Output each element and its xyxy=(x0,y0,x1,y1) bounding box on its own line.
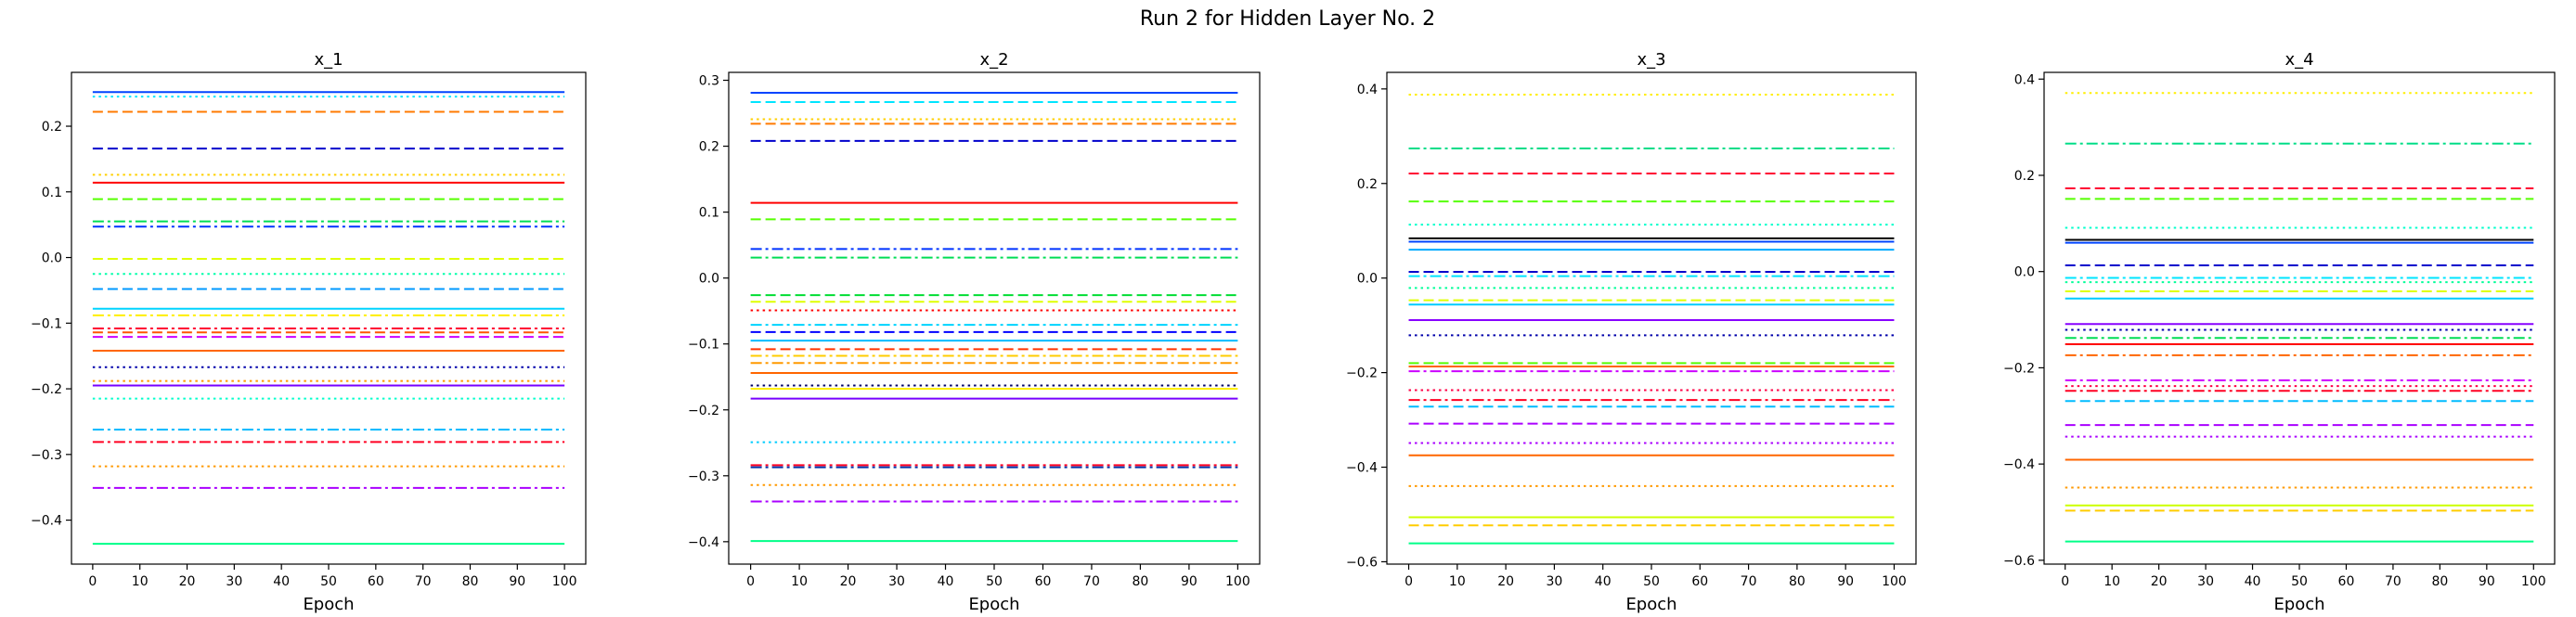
y-tick-label: 0.2 xyxy=(699,140,719,155)
y-tick-label: −0.2 xyxy=(31,382,62,397)
y-tick-label: −0.3 xyxy=(688,469,719,484)
x-tick-label: 40 xyxy=(1595,574,1612,589)
y-tick-label: 0.2 xyxy=(1357,177,1378,192)
panel-title: x_3 xyxy=(1637,50,1665,70)
x-axis-label: Epoch xyxy=(303,595,354,614)
y-tick-label: 0.3 xyxy=(699,74,719,89)
y-tick-label: 0.4 xyxy=(1357,83,1378,97)
y-tick-label: 0.1 xyxy=(42,186,62,200)
y-tick-label: 0.0 xyxy=(1357,272,1378,287)
x-tick-label: 90 xyxy=(1181,574,1197,589)
y-tick-label: 0.0 xyxy=(699,272,719,287)
x-tick-label: 20 xyxy=(179,574,196,589)
x-tick-label: 50 xyxy=(2291,574,2308,589)
x-tick-label: 100 xyxy=(2521,574,2546,589)
y-tick-label: −0.4 xyxy=(2003,457,2035,472)
x-tick-label: 30 xyxy=(1546,574,1562,589)
x-tick-label: 70 xyxy=(415,574,432,589)
y-tick-label: 0.4 xyxy=(2014,72,2035,87)
x-tick-label: 30 xyxy=(226,574,242,589)
x-tick-label: 70 xyxy=(2385,574,2401,589)
x-tick-label: 60 xyxy=(368,574,384,589)
y-tick-label: 0.0 xyxy=(2014,265,2035,280)
x-tick-label: 70 xyxy=(1083,574,1100,589)
x-tick-label: 60 xyxy=(1691,574,1708,589)
x-tick-label: 90 xyxy=(509,574,525,589)
panel-title: x_1 xyxy=(314,50,343,70)
x-tick-label: 70 xyxy=(1741,574,1757,589)
y-tick-label: 0.0 xyxy=(42,251,62,266)
x-tick-label: 100 xyxy=(1882,574,1907,589)
x-tick-label: 60 xyxy=(2338,574,2355,589)
x-tick-label: 80 xyxy=(1789,574,1806,589)
x-tick-label: 20 xyxy=(1497,574,1514,589)
x-tick-label: 80 xyxy=(1133,574,1149,589)
x-tick-label: 60 xyxy=(1035,574,1052,589)
x-tick-label: 40 xyxy=(938,574,954,589)
y-tick-label: −0.2 xyxy=(1346,366,1378,381)
y-tick-label: 0.2 xyxy=(2014,169,2035,184)
subplot-x-4: x_4 0 10 20 30 40 50 60 70 80 90 100 −0.6 −0.4 −0.2 0.0… xyxy=(2003,50,2556,614)
x-tick-label: 40 xyxy=(273,574,290,589)
x-tick-label: 80 xyxy=(2431,574,2448,589)
x-tick-label: 0 xyxy=(746,574,755,589)
y-tick-label: −0.1 xyxy=(688,338,719,353)
y-tick-label: −0.2 xyxy=(2003,361,2035,376)
x-tick-label: 50 xyxy=(986,574,1003,589)
subplot-x-3: x_3 0 10 20 30 40 50 60 70 80 90 100 −0.6 −0.4 −0.2 0.0… xyxy=(1346,50,1917,614)
subplot-x-2: x_2 0 10 20 30 40 50 60 70 80 90 100 −0.4 −0.3 −0.2 −0.… xyxy=(688,50,1261,614)
subplot-x-1: x_1 0 10 20 30 40 50 60 70 80 90 100 −0.4 −0.3 −0.2 −0.… xyxy=(31,50,587,614)
y-tick-label: −0.1 xyxy=(31,316,62,331)
x-tick-label: 80 xyxy=(462,574,479,589)
x-tick-label: 50 xyxy=(320,574,337,589)
y-tick-label: −0.6 xyxy=(2003,554,2035,569)
x-tick-label: 20 xyxy=(2151,574,2168,589)
x-tick-label: 10 xyxy=(1449,574,1466,589)
x-tick-label: 0 xyxy=(88,574,97,589)
figure-title: Run 2 for Hidden Layer No. 2 xyxy=(1140,7,1435,31)
x-tick-label: 10 xyxy=(2104,574,2120,589)
x-tick-label: 100 xyxy=(1225,574,1250,589)
x-tick-label: 90 xyxy=(1837,574,1854,589)
panel-title: x_4 xyxy=(2285,50,2313,70)
panel-title: x_2 xyxy=(979,50,1008,70)
x-tick-label: 90 xyxy=(2479,574,2495,589)
x-tick-label: 30 xyxy=(888,574,905,589)
y-tick-label: −0.4 xyxy=(1346,461,1378,476)
x-tick-label: 30 xyxy=(2197,574,2214,589)
y-tick-label: 0.1 xyxy=(699,206,719,221)
y-tick-label: 0.2 xyxy=(42,120,62,135)
x-tick-label: 40 xyxy=(2245,574,2261,589)
y-tick-label: −0.6 xyxy=(1346,555,1378,570)
x-tick-label: 100 xyxy=(552,574,577,589)
x-axis-label: Epoch xyxy=(2273,595,2324,614)
x-axis-label: Epoch xyxy=(1625,595,1676,614)
y-tick-label: −0.2 xyxy=(688,404,719,418)
y-tick-label: −0.4 xyxy=(31,514,62,529)
x-tick-label: 10 xyxy=(132,574,149,589)
x-tick-label: 20 xyxy=(840,574,857,589)
x-tick-label: 50 xyxy=(1643,574,1660,589)
x-tick-label: 10 xyxy=(791,574,808,589)
y-tick-label: −0.3 xyxy=(31,448,62,463)
x-axis-label: Epoch xyxy=(968,595,1019,614)
x-tick-label: 0 xyxy=(1405,574,1413,589)
x-tick-label: 0 xyxy=(2061,574,2069,589)
y-tick-label: −0.4 xyxy=(688,535,719,550)
